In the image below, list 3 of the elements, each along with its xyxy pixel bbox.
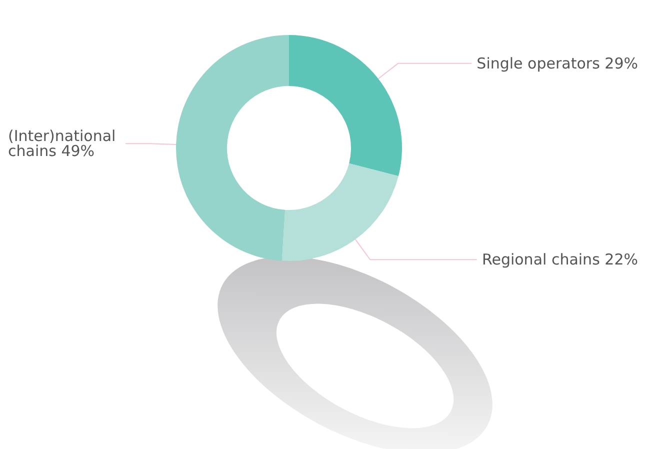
slice-label: Regional chains 22% [482,250,638,269]
slice-label: Single operators 29% [476,54,638,72]
slice-label: (Inter)national chains 49% [8,127,120,160]
